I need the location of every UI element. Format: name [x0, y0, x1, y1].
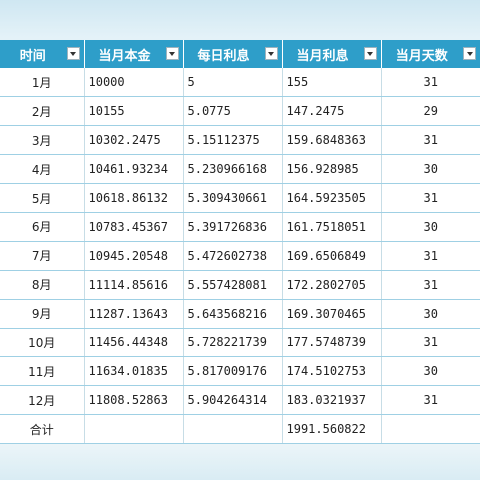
monthly-interest-cell[interactable]: 169.6506849 — [282, 241, 382, 271]
month-cell[interactable]: 3月 — [0, 125, 85, 156]
monthly-interest-cell[interactable]: 177.5748739 — [282, 328, 382, 358]
daily-interest-cell[interactable]: 5.309430661 — [183, 183, 283, 213]
month-cell[interactable]: 1月 — [0, 68, 85, 98]
days-cell[interactable]: 30 — [381, 154, 480, 185]
principal-cell[interactable]: 10302.2475 — [84, 125, 184, 156]
daily-interest-cell[interactable]: 5.0775 — [183, 96, 283, 127]
daily-interest-cell[interactable]: 5.557428081 — [183, 270, 283, 300]
daily-interest-cell[interactable]: 5.472602738 — [183, 241, 283, 271]
month-cell[interactable]: 7月 — [0, 241, 85, 271]
table-row: 10月 11456.44348 5.728221739 177.5748739 31 — [0, 328, 480, 358]
daily-interest-cell[interactable]: 5 — [183, 68, 283, 98]
header-label: 每日利息 — [197, 48, 250, 64]
principal-cell[interactable]: 11456.44348 — [84, 328, 184, 358]
principal-cell[interactable]: 10461.93234 — [84, 154, 184, 185]
header-month: 时间 — [0, 40, 85, 68]
monthly-interest-cell[interactable]: 155 — [282, 68, 382, 98]
filter-dropdown-icon[interactable] — [264, 47, 278, 60]
principal-cell[interactable]: 10783.45367 — [84, 212, 184, 242]
principal-cell[interactable]: 10000 — [84, 68, 184, 98]
month-cell[interactable]: 9月 — [0, 299, 85, 329]
monthly-interest-cell[interactable]: 164.5923505 — [282, 183, 382, 213]
days-cell[interactable]: 29 — [381, 96, 480, 127]
filter-dropdown-icon[interactable] — [66, 47, 80, 60]
table-row: 2月 10155 5.0775 147.2475 29 — [0, 96, 480, 127]
monthly-interest-cell[interactable]: 174.5102753 — [282, 356, 382, 387]
daily-interest-cell[interactable]: 5.230966168 — [183, 154, 283, 185]
total-daily-cell[interactable] — [183, 414, 283, 445]
filter-dropdown-icon[interactable] — [165, 47, 179, 60]
daily-interest-cell[interactable]: 5.15112375 — [183, 125, 283, 156]
days-cell[interactable]: 31 — [381, 241, 480, 271]
monthly-interest-cell[interactable]: 172.2802705 — [282, 270, 382, 300]
header-label: 当月天数 — [395, 48, 448, 64]
table-row: 5月 10618.86132 5.309430661 164.5923505 31 — [0, 183, 480, 213]
days-cell[interactable]: 30 — [381, 212, 480, 242]
daily-interest-cell[interactable]: 5.817009176 — [183, 356, 283, 387]
principal-cell[interactable]: 10945.20548 — [84, 241, 184, 271]
days-cell[interactable]: 31 — [381, 385, 480, 416]
month-cell[interactable]: 2月 — [0, 96, 85, 127]
table-row: 7月 10945.20548 5.472602738 169.6506849 31 — [0, 241, 480, 271]
month-cell[interactable]: 10月 — [0, 328, 85, 358]
table-row: 12月 11808.52863 5.904264314 183.0321937 31 — [0, 385, 480, 416]
days-cell[interactable]: 30 — [381, 299, 480, 329]
header-days: 当月天数 — [381, 40, 480, 68]
days-cell[interactable]: 31 — [381, 183, 480, 213]
days-cell[interactable]: 30 — [381, 356, 480, 387]
principal-cell[interactable]: 11808.52863 — [84, 385, 184, 416]
total-interest-cell[interactable]: 1991.560822 — [282, 414, 382, 445]
header-principal: 当月本金 — [84, 40, 184, 68]
interest-table: 时间 当月本金 每日利息 当月利息 当月天数 1月 10000 5 155 31 2月 10… — [0, 40, 480, 445]
table-body: 1月 10000 5 155 31 2月 10155 5.0775 147.2475 29 3月 10… — [0, 68, 480, 445]
daily-interest-cell[interactable]: 5.391726836 — [183, 212, 283, 242]
table-row: 1月 10000 5 155 31 — [0, 68, 480, 98]
principal-cell[interactable]: 11634.01835 — [84, 356, 184, 387]
total-row: 合计 1991.560822 — [0, 414, 480, 445]
month-cell[interactable]: 12月 — [0, 385, 85, 416]
month-cell[interactable]: 4月 — [0, 154, 85, 185]
interest-table-sheet: 时间 当月本金 每日利息 当月利息 当月天数 1月 10000 5 155 31 2月 10… — [0, 40, 480, 445]
monthly-interest-cell[interactable]: 183.0321937 — [282, 385, 382, 416]
header-monthly-interest: 当月利息 — [282, 40, 382, 68]
principal-cell[interactable]: 11114.85616 — [84, 270, 184, 300]
month-cell[interactable]: 5月 — [0, 183, 85, 213]
month-cell[interactable]: 11月 — [0, 356, 85, 387]
monthly-interest-cell[interactable]: 159.6848363 — [282, 125, 382, 156]
header-row: 时间 当月本金 每日利息 当月利息 当月天数 — [0, 40, 480, 68]
table-row: 11月 11634.01835 5.817009176 174.5102753 30 — [0, 356, 480, 387]
monthly-interest-cell[interactable]: 169.3070465 — [282, 299, 382, 329]
daily-interest-cell[interactable]: 5.904264314 — [183, 385, 283, 416]
header-label: 当月利息 — [296, 48, 349, 64]
total-days-cell[interactable] — [381, 414, 480, 445]
table-row: 3月 10302.2475 5.15112375 159.6848363 31 — [0, 125, 480, 156]
total-label-cell[interactable]: 合计 — [0, 414, 85, 445]
filter-dropdown-icon[interactable] — [363, 47, 377, 60]
table-row: 4月 10461.93234 5.230966168 156.928985 30 — [0, 154, 480, 185]
filter-dropdown-icon[interactable] — [463, 47, 476, 60]
month-cell[interactable]: 8月 — [0, 270, 85, 300]
table-row: 9月 11287.13643 5.643568216 169.3070465 30 — [0, 299, 480, 329]
total-principal-cell[interactable] — [84, 414, 184, 445]
days-cell[interactable]: 31 — [381, 328, 480, 358]
principal-cell[interactable]: 11287.13643 — [84, 299, 184, 329]
principal-cell[interactable]: 10155 — [84, 96, 184, 127]
table-row: 6月 10783.45367 5.391726836 161.7518051 30 — [0, 212, 480, 242]
table-row: 8月 11114.85616 5.557428081 172.2802705 31 — [0, 270, 480, 300]
monthly-interest-cell[interactable]: 156.928985 — [282, 154, 382, 185]
month-cell[interactable]: 6月 — [0, 212, 85, 242]
monthly-interest-cell[interactable]: 147.2475 — [282, 96, 382, 127]
header-label: 时间 — [19, 48, 46, 64]
monthly-interest-cell[interactable]: 161.7518051 — [282, 212, 382, 242]
days-cell[interactable]: 31 — [381, 125, 480, 156]
header-daily-interest: 每日利息 — [183, 40, 283, 68]
daily-interest-cell[interactable]: 5.728221739 — [183, 328, 283, 358]
days-cell[interactable]: 31 — [381, 270, 480, 300]
principal-cell[interactable]: 10618.86132 — [84, 183, 184, 213]
daily-interest-cell[interactable]: 5.643568216 — [183, 299, 283, 329]
header-label: 当月本金 — [98, 48, 151, 64]
days-cell[interactable]: 31 — [381, 68, 480, 98]
